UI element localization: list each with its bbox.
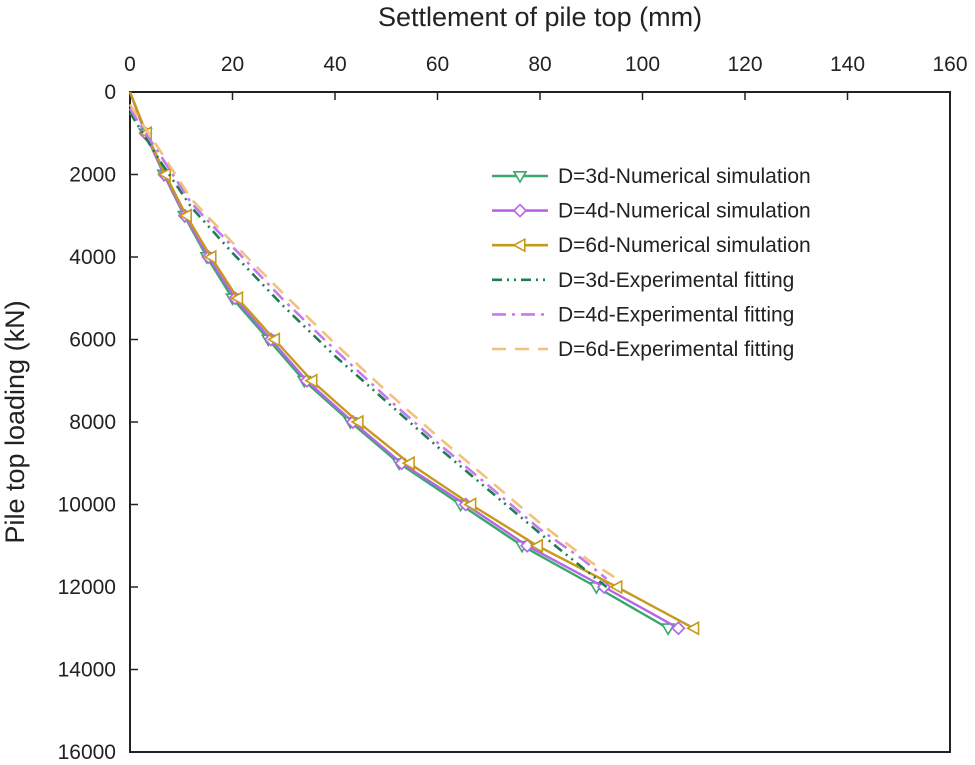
legend: D=3d-Numerical simulation D=4d-Numerical … <box>492 165 811 361</box>
data-point <box>520 538 535 553</box>
legend-label: D=4d-Experimental fitting <box>558 303 794 326</box>
legend-marker <box>512 237 526 253</box>
y-tick-label: 12000 <box>58 576 116 599</box>
data-point <box>686 620 700 636</box>
x-tick-label: 100 <box>625 53 660 76</box>
data-point <box>350 414 364 430</box>
legend-item: D=4d-Experimental fitting <box>492 303 794 326</box>
series-3 <box>128 91 700 636</box>
x-tick-label: 0 <box>124 53 136 76</box>
data-point <box>178 208 192 224</box>
legend-item: D=6d-Numerical simulation <box>492 234 811 257</box>
x-axis-title: Settlement of pile top (mm) <box>378 2 702 32</box>
x-tick-label: 160 <box>932 53 967 76</box>
data-point <box>609 579 623 595</box>
x-tick-label: 20 <box>221 53 244 76</box>
series-4 <box>128 111 608 589</box>
data-point <box>660 623 676 636</box>
series-line <box>128 91 695 630</box>
x-tick-label: 60 <box>426 53 449 76</box>
series-line <box>128 111 608 589</box>
legend-label: D=3d-Experimental fitting <box>558 269 794 292</box>
legend-marker <box>512 171 528 184</box>
data-point <box>304 373 318 389</box>
x-tick-label: 80 <box>528 53 551 76</box>
data-point <box>671 621 686 636</box>
ticks: 0 20 40 60 80 100 120 140 160 0 2000 4000 6000 8000 10… <box>58 53 968 764</box>
series-layer <box>128 91 700 636</box>
data-point <box>401 455 415 471</box>
data-point <box>266 332 281 347</box>
legend-item: D=3d-Experimental fitting <box>492 269 794 292</box>
data-point <box>229 290 244 306</box>
data-point <box>463 497 477 512</box>
series-line <box>128 103 618 580</box>
data-point <box>203 249 217 265</box>
y-tick-label: 6000 <box>69 329 116 352</box>
legend-marker <box>512 203 528 218</box>
legend-item: D=6d-Experimental fitting <box>492 338 794 361</box>
y-tick-label: 4000 <box>69 246 116 269</box>
x-tick-label: 140 <box>830 53 865 76</box>
data-point <box>529 538 544 554</box>
y-axis-title: Pile top loading (kN) <box>0 300 30 543</box>
plot-frame <box>129 91 951 753</box>
series-6 <box>128 103 618 580</box>
y-tick-label: 0 <box>104 81 116 104</box>
y-tick-label: 14000 <box>58 659 116 682</box>
legend-item: D=3d-Numerical simulation <box>492 165 811 188</box>
series-5 <box>128 107 608 580</box>
x-tick-label: 120 <box>727 53 762 76</box>
legend-item: D=4d-Numerical simulation <box>492 200 811 223</box>
y-tick-label: 2000 <box>69 164 116 187</box>
legend-label: D=6d-Experimental fitting <box>558 338 794 361</box>
y-tick-label: 16000 <box>58 741 116 764</box>
legend-label: D=4d-Numerical simulation <box>558 200 811 223</box>
legend-label: D=6d-Numerical simulation <box>558 234 811 257</box>
legend-label: D=3d-Numerical simulation <box>558 165 811 188</box>
x-tick-label: 40 <box>323 53 346 76</box>
y-tick-label: 8000 <box>69 411 116 434</box>
y-tick-label: 10000 <box>58 494 116 517</box>
series-line <box>128 107 608 580</box>
